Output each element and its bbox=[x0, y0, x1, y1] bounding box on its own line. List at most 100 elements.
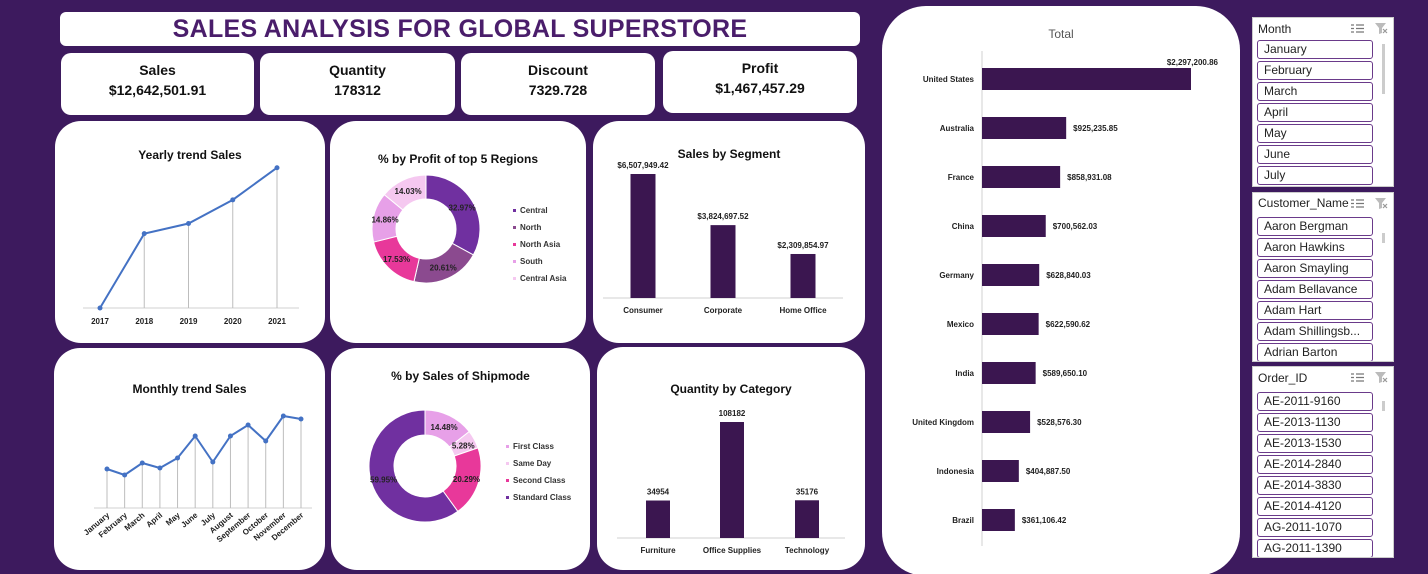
bar bbox=[982, 264, 1040, 286]
shipmode-sales-card[interactable]: % by Sales of Shipmode 14.48% 5.28% 20.29%… bbox=[331, 348, 590, 570]
bar-value-label: $622,590.62 bbox=[1046, 320, 1091, 329]
slicer-item[interactable]: AE-2013-1530 bbox=[1257, 434, 1373, 453]
bar bbox=[795, 500, 819, 538]
legend-marker bbox=[513, 209, 516, 212]
yearly-trend-card[interactable]: Yearly trend Sales 2017 2018 2019 2020 2021 bbox=[55, 121, 325, 343]
slice-label: 5.28% bbox=[452, 441, 475, 450]
data-point bbox=[141, 231, 147, 237]
monthly-trend-card[interactable]: Monthly trend Sales January February March… bbox=[54, 348, 325, 570]
legend-marker bbox=[513, 226, 516, 229]
data-point bbox=[263, 438, 269, 444]
kpi-discount-value: 7329.728 bbox=[528, 82, 588, 98]
bar bbox=[982, 313, 1039, 335]
slicer-item[interactable]: AE-2011-9160 bbox=[1257, 392, 1373, 411]
slicer-customer[interactable]: Customer_Name Aaron Bergman Aaron Hawkins… bbox=[1252, 192, 1394, 362]
slicer-item[interactable]: April bbox=[1257, 103, 1373, 122]
slicer-order-scrollbar[interactable] bbox=[1382, 401, 1385, 411]
clear-filter-icon[interactable] bbox=[1375, 372, 1388, 383]
slice-label: 14.03% bbox=[395, 187, 422, 196]
slice-label: 17.53% bbox=[383, 255, 410, 264]
legend-marker bbox=[513, 243, 516, 246]
multi-select-icon[interactable] bbox=[1351, 23, 1364, 34]
slice-label: 14.48% bbox=[431, 423, 458, 432]
y-tick-label: India bbox=[955, 369, 974, 378]
slicer-item[interactable]: AE-2014-2840 bbox=[1257, 455, 1373, 474]
slicer-item[interactable]: March bbox=[1257, 82, 1373, 101]
slicer-month-header: Month bbox=[1253, 18, 1393, 40]
clear-filter-icon[interactable] bbox=[1375, 23, 1388, 34]
x-tick-label: 2018 bbox=[135, 317, 153, 326]
slicer-item[interactable]: Adam Bellavance bbox=[1257, 280, 1373, 299]
bar-value-label: $925,235.85 bbox=[1073, 124, 1118, 133]
legend-label: Central bbox=[520, 206, 548, 215]
series-line bbox=[106, 414, 302, 477]
slicer-month[interactable]: Month January February March April May June Ju… bbox=[1252, 17, 1394, 187]
slicer-customer-scrollbar[interactable] bbox=[1382, 233, 1385, 243]
slicer-month-items: January February March April May June July bbox=[1253, 40, 1393, 185]
legend-label: Second Class bbox=[513, 476, 566, 485]
slicer-item[interactable]: January bbox=[1257, 40, 1373, 59]
clear-filter-icon[interactable] bbox=[1375, 198, 1388, 209]
slice-label: 32.97% bbox=[449, 204, 476, 213]
y-tick-label: United States bbox=[923, 75, 975, 84]
slicer-item[interactable]: July bbox=[1257, 166, 1373, 185]
data-point bbox=[139, 460, 145, 466]
slicer-item[interactable]: Adrian Barton bbox=[1257, 343, 1373, 361]
slicer-month-scrollbar[interactable] bbox=[1382, 44, 1385, 94]
slicer-item[interactable]: Aaron Bergman bbox=[1257, 217, 1373, 236]
yearly-trend-title: Yearly trend Sales bbox=[138, 148, 242, 162]
slicer-item[interactable]: February bbox=[1257, 61, 1373, 80]
category-quantity-card[interactable]: Quantity by Category 34954 Furniture 10818… bbox=[597, 347, 865, 570]
data-point bbox=[210, 459, 216, 465]
segment-sales-chart: $6,507,949.42 Consumer $3,824,697.52 Corpor… bbox=[603, 161, 843, 315]
bar bbox=[630, 174, 656, 298]
y-tick-label: Germany bbox=[939, 271, 974, 280]
data-point bbox=[175, 455, 181, 461]
bar bbox=[790, 253, 816, 298]
slicer-item[interactable]: AE-2014-3830 bbox=[1257, 476, 1373, 495]
legend-label: North bbox=[520, 223, 541, 232]
slice-label: 59.95% bbox=[370, 475, 397, 484]
kpi-sales-value: $12,642,501.91 bbox=[108, 82, 207, 98]
legend-label: Same Day bbox=[513, 459, 552, 468]
y-tick-label: China bbox=[952, 222, 975, 231]
slicer-item[interactable]: AE-2013-1130 bbox=[1257, 413, 1373, 432]
y-tick-label: Australia bbox=[940, 124, 975, 133]
y-tick-label: Brazil bbox=[952, 516, 974, 525]
bar bbox=[982, 362, 1036, 384]
country-sales-title: Total bbox=[1048, 27, 1074, 41]
slicer-item[interactable]: Aaron Smayling bbox=[1257, 259, 1373, 278]
slicer-order[interactable]: Order_ID AE-2011-9160 AE-2013-1130 AE-2013… bbox=[1252, 366, 1394, 558]
slicer-item[interactable]: AE-2014-4120 bbox=[1257, 497, 1373, 516]
data-point bbox=[280, 413, 286, 419]
data-point bbox=[97, 305, 103, 311]
slicer-item[interactable]: June bbox=[1257, 145, 1373, 164]
x-tick-label: May bbox=[164, 510, 182, 527]
slicer-customer-header: Customer_Name bbox=[1253, 193, 1393, 213]
slicer-item[interactable]: Aaron Hawkins bbox=[1257, 238, 1373, 257]
slicer-item[interactable]: Adam Hart bbox=[1257, 301, 1373, 320]
slicer-item[interactable]: AG-2011-1390 bbox=[1257, 539, 1373, 557]
slicer-item[interactable]: May bbox=[1257, 124, 1373, 143]
slicer-item[interactable]: Adam Shillingsb... bbox=[1257, 322, 1373, 341]
country-sales-card[interactable]: Total United States $2,297,200.86 Australi… bbox=[882, 6, 1240, 574]
x-tick-label: Consumer bbox=[623, 306, 663, 315]
bar bbox=[982, 68, 1191, 90]
kpi-quantity: Quantity 178312 bbox=[260, 53, 455, 115]
x-tick-label: Furniture bbox=[640, 546, 676, 555]
multi-select-icon[interactable] bbox=[1351, 198, 1364, 209]
bar-value-label: $528,576.30 bbox=[1037, 418, 1082, 427]
multi-select-icon[interactable] bbox=[1351, 372, 1364, 383]
donut-slice bbox=[383, 174, 427, 211]
slice-label: 20.29% bbox=[453, 475, 480, 484]
kpi-quantity-label: Quantity bbox=[329, 62, 386, 78]
segment-sales-card[interactable]: Sales by Segment $6,507,949.42 Consumer $3… bbox=[593, 121, 865, 343]
legend-marker bbox=[506, 496, 509, 499]
data-point bbox=[192, 433, 198, 439]
shipmode-sales-title: % by Sales of Shipmode bbox=[391, 369, 530, 383]
country-sales-chart: United States $2,297,200.86 Australia $925,… bbox=[912, 51, 1219, 546]
x-tick-label: Office Supplies bbox=[703, 546, 762, 555]
regions-profit-card[interactable]: % by Profit of top 5 Regions 32.97% 20.61… bbox=[330, 121, 586, 343]
slicer-item[interactable]: AG-2011-1070 bbox=[1257, 518, 1373, 537]
